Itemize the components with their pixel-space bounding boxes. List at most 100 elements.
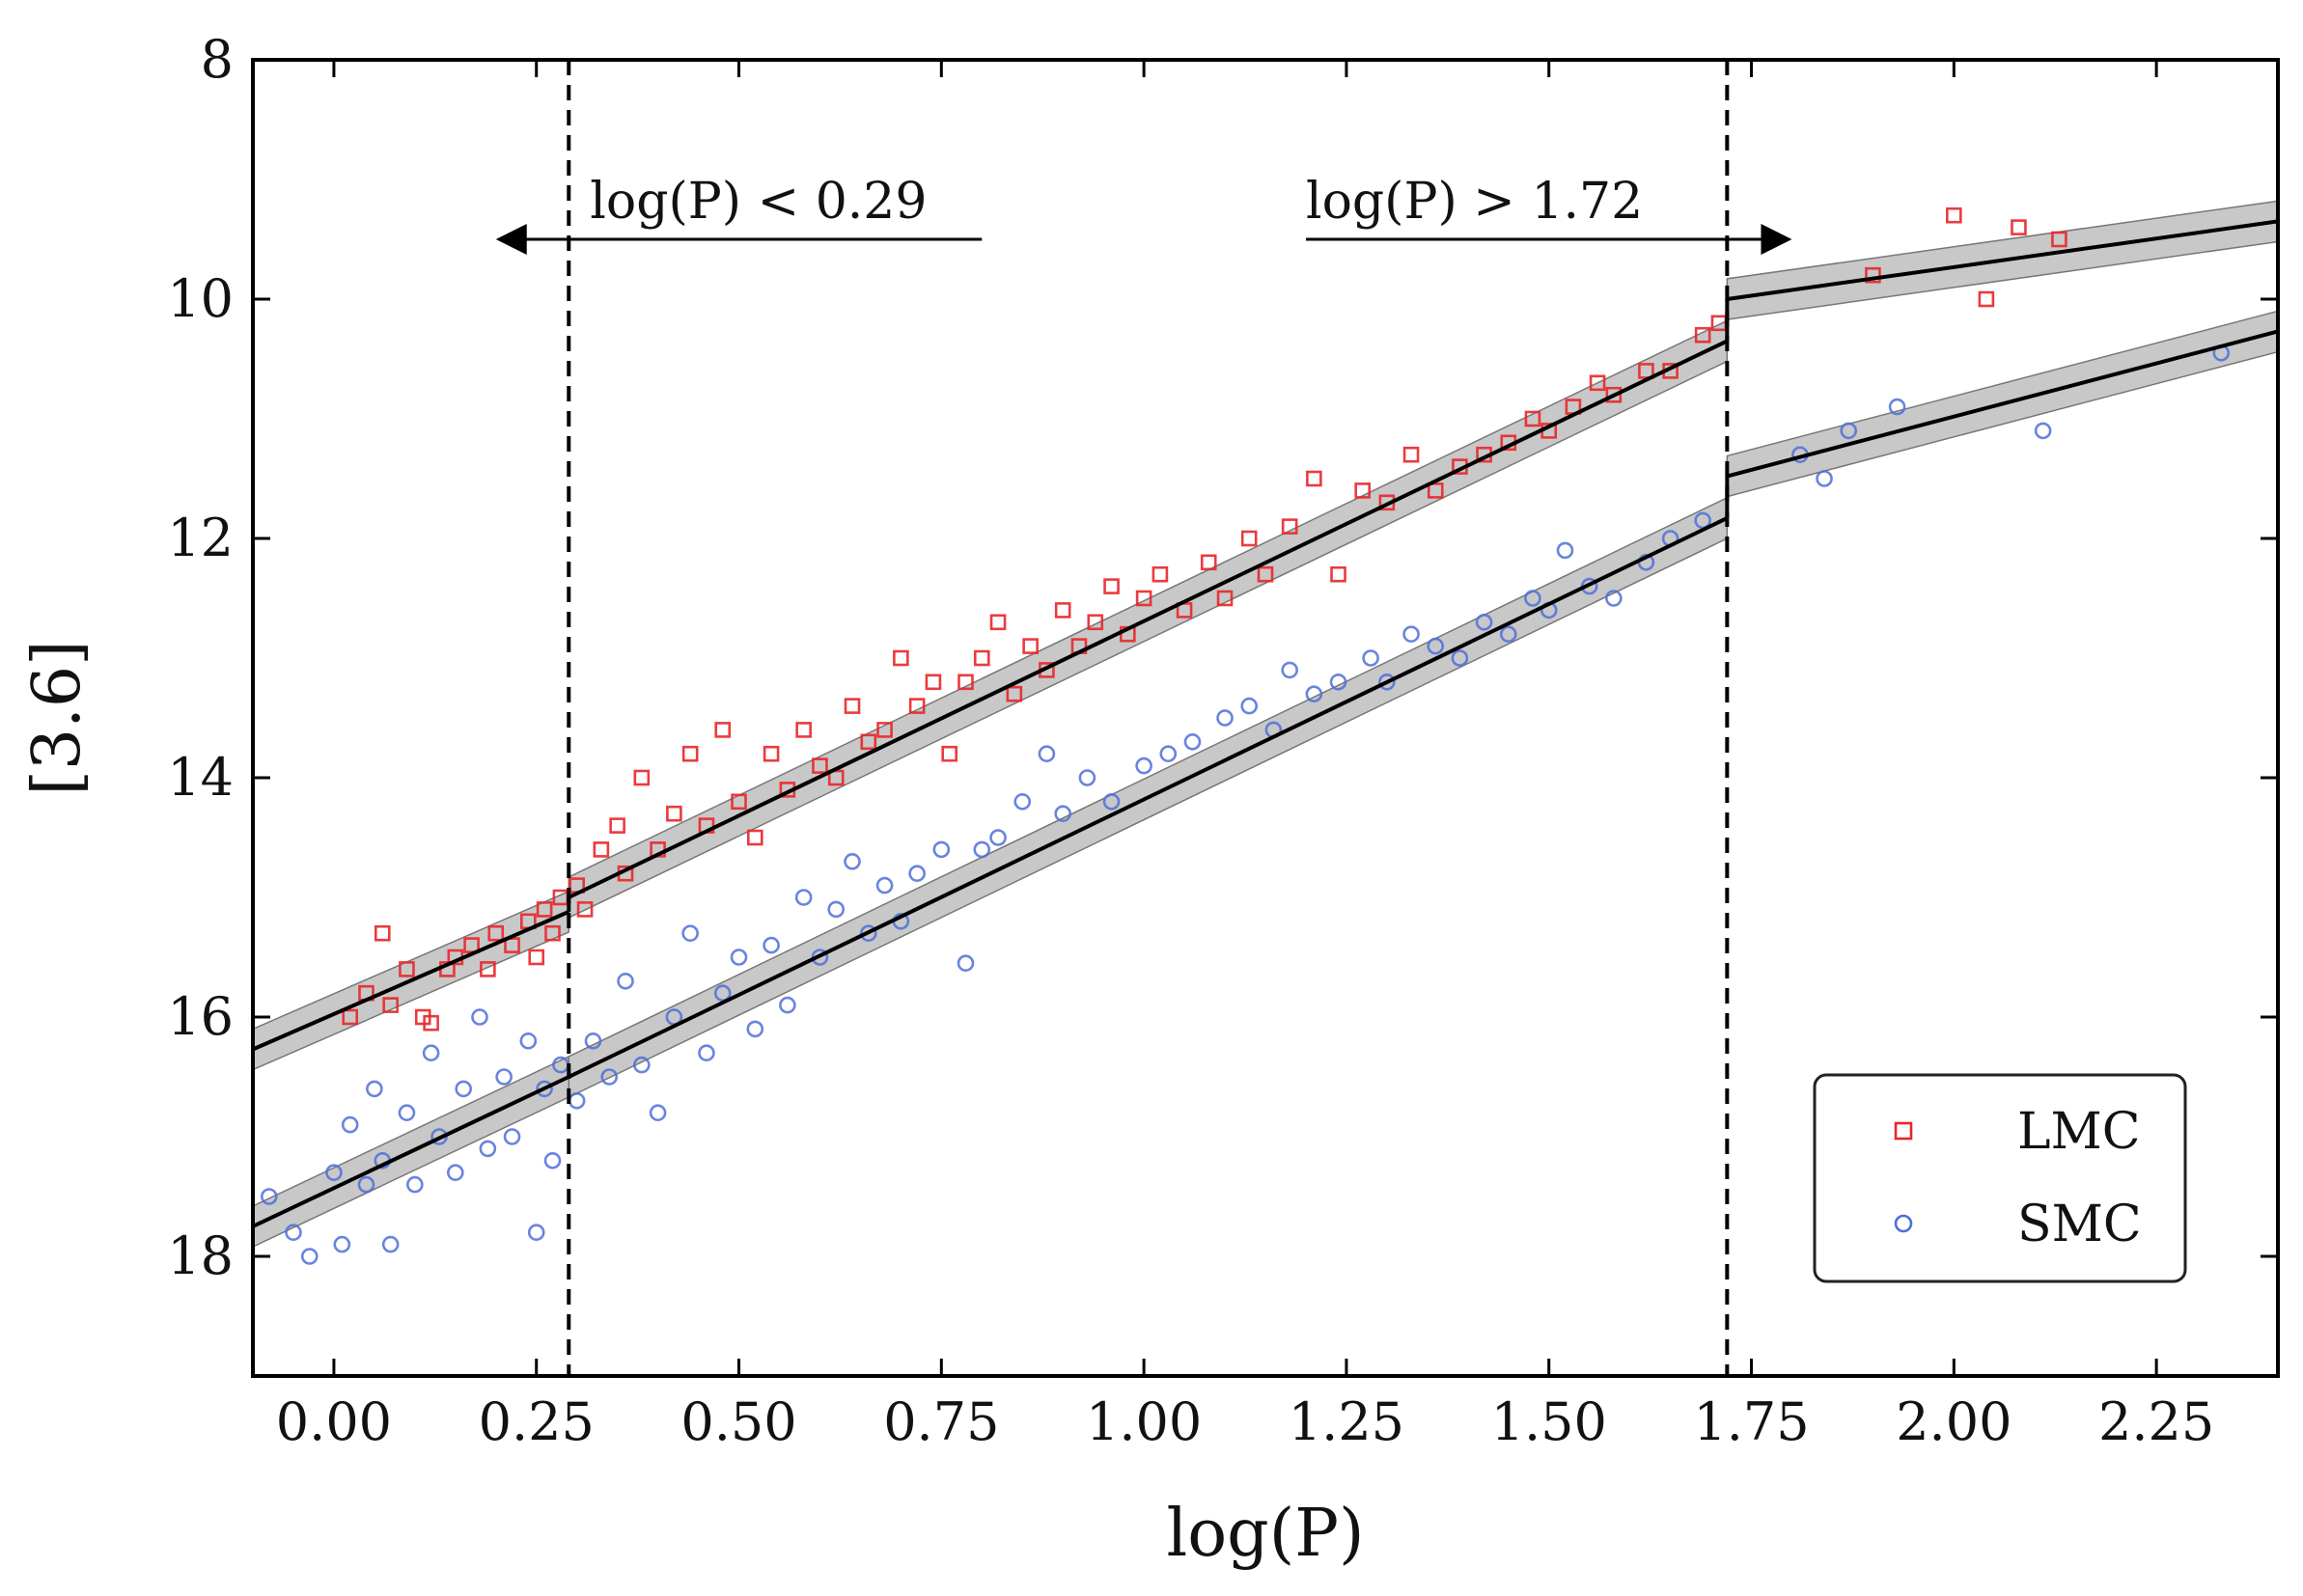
fit-line-lmc-1 [568,339,1729,899]
point-smc [681,924,699,943]
point-lmc [973,649,990,667]
point-lmc [593,841,610,858]
point-lmc [876,722,893,738]
break-lines [567,60,1730,1376]
point-lmc [957,674,974,691]
point-lmc [1638,363,1654,379]
point-lmc [576,901,594,918]
point-smc [495,1068,513,1086]
scatter-points [260,206,2231,1265]
x-tick-label: 1.00 [1086,1391,1202,1452]
point-smc [859,924,877,943]
point-smc [730,949,748,966]
point-smc [1475,613,1493,631]
point-lmc [423,1014,439,1032]
point-smc [1159,745,1178,763]
point-lmc [1402,446,1420,463]
point-lmc [1135,590,1152,607]
point-lmc [609,817,625,834]
point-smc [1013,792,1032,811]
point-lmc [1152,565,1169,583]
point-lmc [1200,554,1217,571]
x-axis-title: log(P) [1166,1496,1364,1572]
fit-line-smc-0 [253,1075,570,1228]
point-smc [1362,649,1379,667]
point-smc [875,876,894,894]
legend-label-smc: SMC [2017,1196,2142,1253]
point-smc [649,1104,667,1121]
point-smc [1605,590,1623,607]
point-lmc [399,961,415,977]
point-smc [519,1032,538,1050]
point-smc [1378,673,1396,691]
point-smc [698,1044,715,1061]
fit-line-lmc-2 [1727,219,2278,301]
point-lmc [666,805,682,822]
point-lmc [1605,386,1623,403]
point-smc [1216,709,1234,727]
point-smc [1840,422,1858,440]
point-lmc [1240,530,1258,547]
fit-line-lmc-0 [253,910,570,1052]
point-smc [1499,625,1517,644]
point-smc [1240,697,1259,715]
point-smc [1078,769,1096,786]
point-lmc [731,793,747,811]
point-smc [908,865,926,883]
point-smc [1888,398,1906,416]
point-lmc [1694,326,1711,344]
x-tick-label: 2.00 [1896,1391,2012,1452]
axis-ticks: 0.00 0.25 0.50 0.75 1.00 1.25 1.50 1.75 2.00 2.25… [167,29,2278,1452]
point-lmc [908,698,926,714]
point-lmc [382,997,399,1013]
point-lmc [480,961,496,977]
point-lmc [1354,482,1372,499]
point-smc [973,840,991,859]
y-tick-label: 10 [167,268,234,329]
point-smc [527,1224,545,1241]
point-lmc [1257,565,1274,583]
plot-frame [251,58,2280,1378]
point-smc [260,1188,278,1205]
point-lmc [681,745,699,762]
y-tick-label: 8 [201,29,234,90]
point-smc [827,900,846,919]
point-lmc [714,722,732,738]
point-smc [1556,541,1574,560]
point-smc [584,1032,602,1050]
annotations: log(P) < 0.29 log(P) > 1.72 [495,173,1792,255]
point-smc [1281,661,1298,679]
point-lmc [1427,482,1444,499]
point-smc [398,1104,416,1121]
point-lmc [1589,374,1606,392]
point-lmc [1006,685,1023,702]
x-tick-label: 1.75 [1693,1391,1809,1452]
point-smc [543,1152,562,1169]
point-lmc [1022,638,1039,654]
point-smc [779,996,796,1014]
point-smc [1102,792,1121,811]
point-lmc [763,745,780,762]
point-lmc [1946,206,1962,224]
point-lmc [544,924,561,942]
point-lmc [844,698,861,714]
y-tick-label: 16 [167,986,234,1047]
fit-line-smc-1 [568,516,1729,1079]
point-lmc [633,769,651,786]
x-tick-label: 1.50 [1491,1391,1607,1452]
x-tick-label: 0.75 [883,1391,999,1452]
point-lmc [2011,219,2027,235]
point-lmc [487,924,505,942]
point-smc [844,852,861,870]
fit-line-smc-2 [1726,329,2278,479]
point-smc [713,984,732,1002]
point-smc [568,1092,586,1110]
x-tick-label: 0.00 [276,1391,392,1452]
point-lmc [2051,231,2067,248]
point-smc [536,1080,553,1098]
point-smc [325,1164,343,1181]
point-smc [333,1235,351,1253]
point-lmc [941,745,958,762]
point-lmc [1978,290,1995,308]
point-lmc [795,722,812,738]
